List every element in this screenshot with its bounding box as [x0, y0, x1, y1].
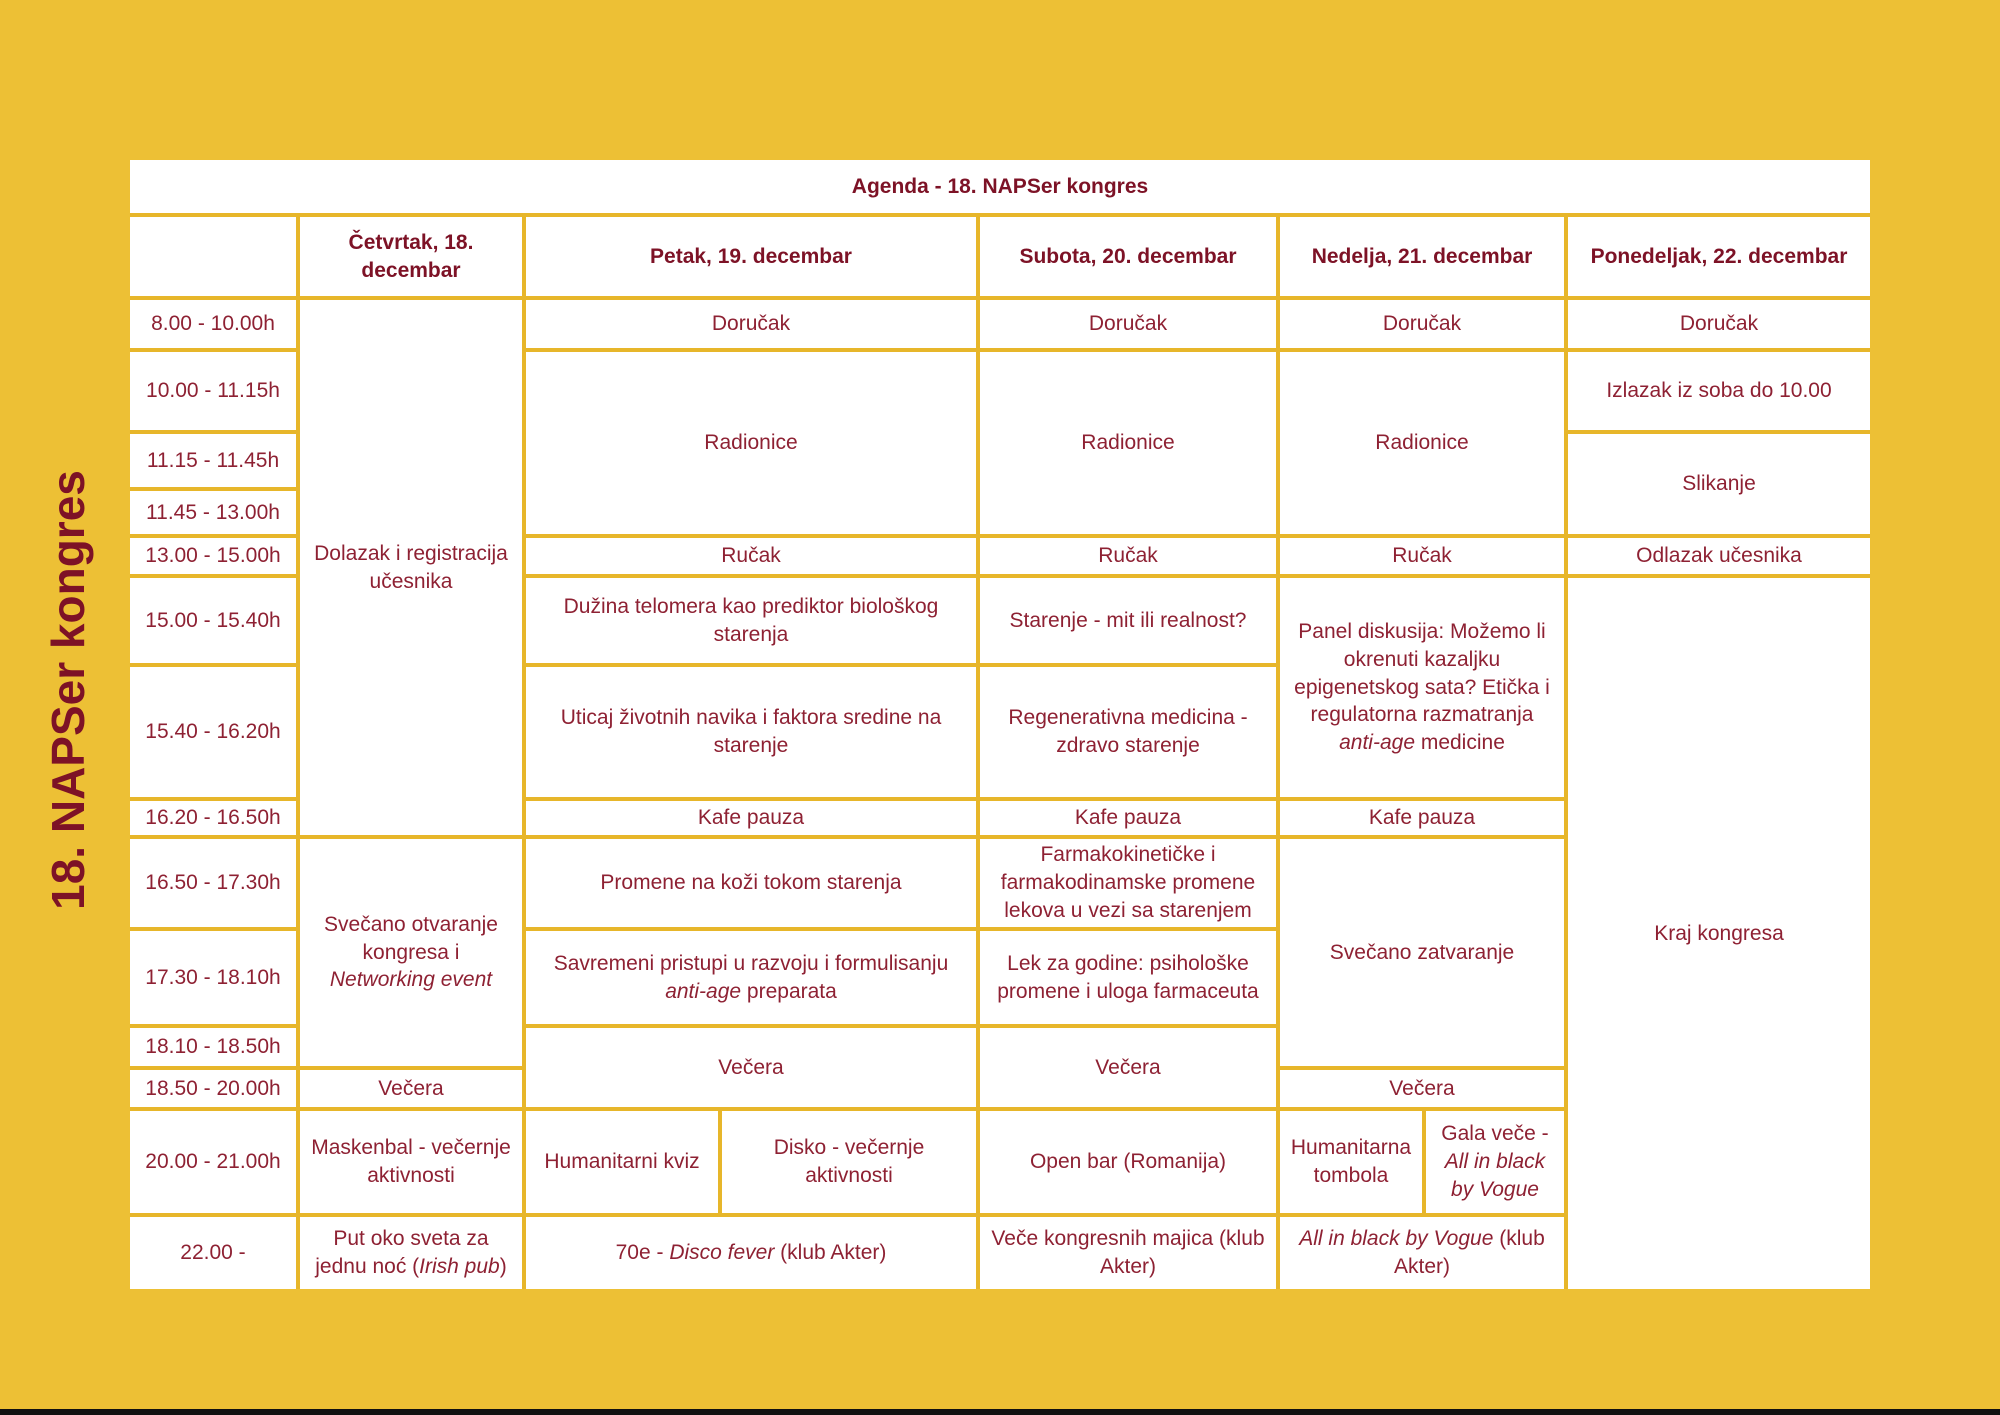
- schedule-cell: Humanitarni kviz: [526, 1111, 718, 1213]
- schedule-cell: Promene na koži tokom starenja: [526, 839, 976, 927]
- agenda-table-title: Agenda - 18. NAPSer kongres: [130, 160, 1870, 213]
- time-slot-label: 16.50 - 17.30h: [130, 839, 296, 927]
- time-slot-label: 22.00 -: [130, 1217, 296, 1289]
- schedule-cell: Ručak: [1280, 538, 1564, 574]
- day-header: Ponedeljak, 22. decembar: [1568, 217, 1870, 296]
- schedule-cell: Odlazak učesnika: [1568, 538, 1870, 574]
- time-slot-label: 10.00 - 11.15h: [130, 352, 296, 430]
- bottom-edge-bar: [0, 1409, 2000, 1415]
- schedule-cell: Disko - večernje aktivnosti: [722, 1111, 976, 1213]
- schedule-cell: Starenje - mit ili realnost?: [980, 578, 1276, 663]
- day-header: Nedelja, 21. decembar: [1280, 217, 1564, 296]
- schedule-cell: Open bar (Romanija): [980, 1111, 1276, 1213]
- schedule-cell: Veče kongresnih majica (klub Akter): [980, 1217, 1276, 1289]
- schedule-cell: Uticaj životnih navika i faktora sredine…: [526, 667, 976, 797]
- time-slot-label: 11.15 - 11.45h: [130, 434, 296, 487]
- congress-vertical-title: 18. NAPSer kongres: [42, 470, 94, 910]
- schedule-cell: Ručak: [526, 538, 976, 574]
- day-header: Subota, 20. decembar: [980, 217, 1276, 296]
- schedule-cell: Regenerativna medicina - zdravo starenje: [980, 667, 1276, 797]
- schedule-cell: Radionice: [980, 352, 1276, 534]
- time-slot-label: 13.00 - 15.00h: [130, 538, 296, 574]
- schedule-cell: Dolazak i registracija učesnika: [300, 300, 522, 835]
- time-slot-label: 18.10 - 18.50h: [130, 1028, 296, 1066]
- schedule-cell: Humanitarna tombola: [1280, 1111, 1422, 1213]
- time-slot-label: 8.00 - 10.00h: [130, 300, 296, 348]
- schedule-cell: Lek za godine: psihološke promene i ulog…: [980, 931, 1276, 1024]
- schedule-cell: Doručak: [526, 300, 976, 348]
- schedule-cell: Izlazak iz soba do 10.00: [1568, 352, 1870, 430]
- schedule-cell: Doručak: [1280, 300, 1564, 348]
- agenda-table: Agenda - 18. NAPSer kongres Četvrtak, 18…: [130, 160, 1870, 1289]
- schedule-cell: Dužina telomera kao prediktor biološkog …: [526, 578, 976, 663]
- time-slot-label: 18.50 - 20.00h: [130, 1070, 296, 1107]
- time-slot-label: 15.40 - 16.20h: [130, 667, 296, 797]
- time-slot-label: 17.30 - 18.10h: [130, 931, 296, 1024]
- schedule-cell: Kafe pauza: [980, 801, 1276, 835]
- schedule-cell: Gala veče - All in black by Vogue: [1426, 1111, 1564, 1213]
- time-slot-label: 20.00 - 21.00h: [130, 1111, 296, 1213]
- day-header: Petak, 19. decembar: [526, 217, 976, 296]
- schedule-cell: Kraj kongresa: [1568, 578, 1870, 1289]
- schedule-cell: Doručak: [980, 300, 1276, 348]
- schedule-cell: Farmakokinetičke i farmakodinamske prome…: [980, 839, 1276, 927]
- schedule-cell: Večera: [980, 1028, 1276, 1107]
- time-slot-label: 16.20 - 16.50h: [130, 801, 296, 835]
- schedule-cell: Večera: [1280, 1070, 1564, 1107]
- schedule-cell: Ručak: [980, 538, 1276, 574]
- schedule-cell: Kafe pauza: [526, 801, 976, 835]
- schedule-cell: Kafe pauza: [1280, 801, 1564, 835]
- schedule-cell: Savremeni pristupi u razvoju i formulisa…: [526, 931, 976, 1024]
- day-header: Četvrtak, 18. decembar: [300, 217, 522, 296]
- schedule-cell: All in black by Vogue (klub Akter): [1280, 1217, 1564, 1289]
- table-corner-cell: [130, 217, 296, 296]
- schedule-cell: Maskenbal - večernje aktivnosti: [300, 1111, 522, 1213]
- schedule-cell: Radionice: [1280, 352, 1564, 534]
- schedule-cell: Večera: [526, 1028, 976, 1107]
- time-slot-label: 11.45 - 13.00h: [130, 491, 296, 534]
- schedule-cell: 70e - Disco fever (klub Akter): [526, 1217, 976, 1289]
- schedule-cell: Put oko sveta za jednu noć (Irish pub): [300, 1217, 522, 1289]
- schedule-cell: Doručak: [1568, 300, 1870, 348]
- schedule-cell: Svečano zatvaranje: [1280, 839, 1564, 1066]
- schedule-cell: Slikanje: [1568, 434, 1870, 534]
- schedule-cell: Panel diskusija: Možemo li okrenuti kaza…: [1280, 578, 1564, 797]
- schedule-cell: Svečano otvaranje kongresa i Networking …: [300, 839, 522, 1066]
- schedule-cell: Večera: [300, 1070, 522, 1107]
- time-slot-label: 15.00 - 15.40h: [130, 578, 296, 663]
- schedule-cell: Radionice: [526, 352, 976, 534]
